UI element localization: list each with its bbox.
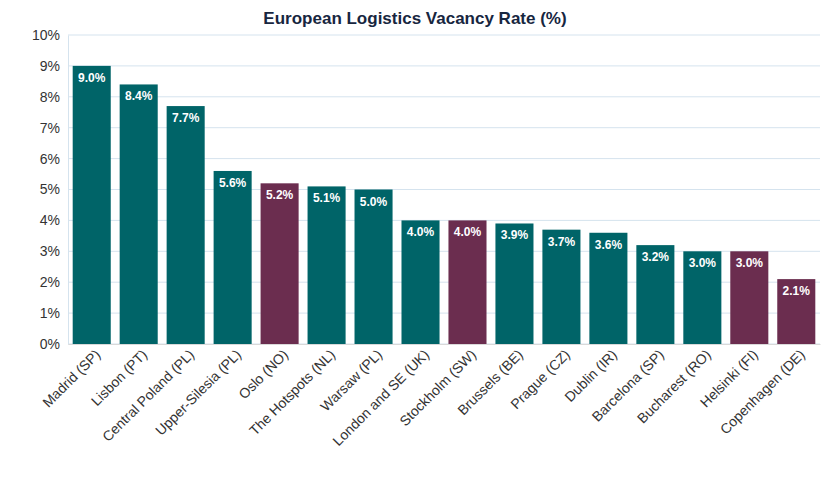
- x-tick-label: The Hotspots (NL): [246, 346, 338, 438]
- y-tick: 5%: [40, 181, 68, 197]
- data-label: 5.0%: [360, 195, 388, 209]
- y-tick: 1%: [40, 305, 68, 321]
- x-tick-label: Copenhagen (DE): [717, 346, 808, 437]
- y-tick-label: 0%: [40, 336, 60, 352]
- data-label: 3.0%: [689, 256, 717, 270]
- bar: [777, 279, 815, 344]
- y-tick: 2%: [40, 274, 68, 290]
- y-tick: 6%: [40, 151, 68, 167]
- y-tick: 0%: [40, 336, 68, 352]
- grid-line: [68, 96, 820, 97]
- data-label: 3.6%: [595, 238, 623, 252]
- bar: [683, 251, 721, 344]
- y-tick-label: 3%: [40, 243, 60, 259]
- bar: [261, 183, 299, 344]
- title: European Logistics Vacancy Rate (%): [263, 9, 566, 28]
- data-label: 7.7%: [172, 111, 200, 125]
- data-label: 9.0%: [78, 71, 106, 85]
- bar: [167, 106, 205, 344]
- data-label: 3.2%: [642, 250, 670, 264]
- data-label: 4.0%: [407, 225, 435, 239]
- data-label: 8.4%: [125, 89, 153, 103]
- y-tick: 7%: [40, 120, 68, 136]
- y-tick: 8%: [40, 89, 68, 105]
- grid: [68, 35, 820, 344]
- data-labels: 9.0% 8.4% 7.7% 5.6% 5.2% 5.1% 5.0% 4.0% 4.0% 3.9%…: [78, 71, 810, 298]
- bar: [308, 186, 346, 344]
- x-tick-label: Bucharest (RO): [634, 346, 714, 426]
- bar: [495, 223, 533, 344]
- chart: European Logistics Vacancy Rate (%) 0% 1% 2…: [0, 0, 830, 500]
- data-label: 4.0%: [454, 225, 482, 239]
- y-tick-label: 9%: [40, 58, 60, 74]
- y-tick: 9%: [40, 58, 68, 74]
- x-tick: The Hotspots (NL): [246, 344, 338, 438]
- data-label: 5.1%: [313, 191, 341, 205]
- y-tick-label: 4%: [40, 212, 60, 228]
- bar: [589, 233, 627, 344]
- bar: [448, 220, 486, 344]
- data-label: 5.2%: [266, 188, 294, 202]
- grid-line: [68, 65, 820, 66]
- y-tick: 10%: [32, 27, 68, 43]
- grid-line: [68, 35, 820, 36]
- x-tick: Upper-Silesia (PL): [152, 344, 244, 438]
- bar: [214, 171, 252, 344]
- x-tick-label: Upper-Silesia (PL): [152, 346, 244, 438]
- bars: [73, 66, 816, 344]
- x-tick: Bucharest (RO): [634, 344, 714, 426]
- plot: 0% 1% 2% 3% 4% 5% 6% 7% 8% 9% 10% Madrid (SP)Lisbon…: [32, 27, 821, 449]
- data-label: 2.1%: [783, 284, 811, 298]
- x-tick-label: Prague (CZ): [507, 346, 573, 412]
- bar: [636, 245, 674, 344]
- y-axis: 0% 1% 2% 3% 4% 5% 6% 7% 8% 9% 10%: [32, 27, 69, 352]
- y-tick-label: 8%: [40, 89, 60, 105]
- x-tick: Prague (CZ): [507, 344, 573, 412]
- y-tick-label: 7%: [40, 120, 60, 136]
- x-axis: Madrid (SP)Lisbon (PT)Central Poland (PL…: [39, 344, 820, 449]
- bar: [401, 220, 439, 344]
- y-axis-line: [68, 36, 69, 345]
- x-axis-line: [69, 344, 821, 345]
- bar: [355, 190, 393, 345]
- data-label: 5.6%: [219, 176, 247, 190]
- bar: [73, 66, 111, 344]
- data-label: 3.9%: [501, 228, 529, 242]
- y-tick: 4%: [40, 212, 68, 228]
- x-tick: Central Poland (PL): [99, 344, 197, 445]
- y-tick-label: 5%: [40, 181, 60, 197]
- bar: [120, 84, 158, 344]
- y-tick-label: 1%: [40, 305, 60, 321]
- x-tick: Copenhagen (DE): [717, 344, 808, 437]
- y-tick-label: 2%: [40, 274, 60, 290]
- y-tick-label: 6%: [40, 151, 60, 167]
- y-tick-label: 10%: [32, 27, 60, 43]
- data-label: 3.7%: [548, 235, 576, 249]
- bar: [542, 230, 580, 344]
- data-label: 3.0%: [736, 256, 764, 270]
- bar: [730, 251, 768, 344]
- y-tick: 3%: [40, 243, 68, 259]
